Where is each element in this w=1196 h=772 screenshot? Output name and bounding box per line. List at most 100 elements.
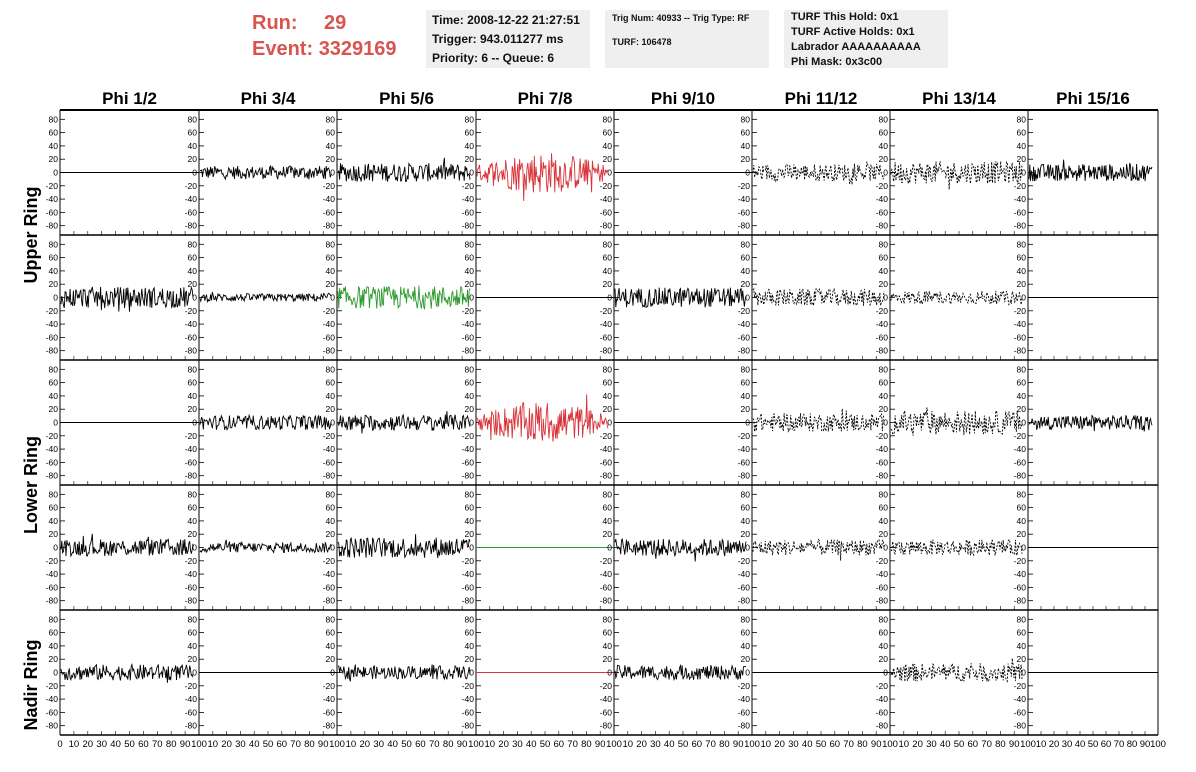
waveform-panel: 80 60 40 20 0 -20 -40 -60 -80 [46,609,199,736]
y-tick-label: 0 [745,418,750,428]
y-tick-label: -80 [323,721,336,731]
x-tick-label: 10 [485,739,496,750]
x-tick-label: 10 [761,739,772,750]
y-tick-label: 40 [1017,391,1027,401]
y-tick-label: -60 [323,707,336,717]
run-value: 29 [324,12,347,34]
column-label: Phi 13/14 [922,89,996,108]
y-tick-label: 0 [1021,168,1026,178]
y-tick-label: -40 [876,444,889,454]
y-tick-label: -60 [876,707,889,717]
y-tick-label: 80 [741,614,751,624]
y-tick-label: -20 [46,556,59,566]
y-tick-label: 20 [326,404,336,414]
y-tick-label: -80 [185,471,198,481]
x-tick-label: 60 [138,739,149,750]
y-tick-label: -40 [323,319,336,329]
waveform-panel: 80 60 40 20 0 -20 -40 -60 -80 [323,609,476,736]
x-tick-label: 100 [329,739,345,750]
x-tick-label: 30 [235,739,246,750]
x-tick-label: 80 [443,739,454,750]
y-tick-label: -20 [1014,681,1027,691]
y-tick-label: 0 [1021,668,1026,678]
column-label: Phi 11/12 [785,89,858,108]
trig-num-line: Trig Num: 40933 -- Trig Type: RF [612,13,750,23]
waveform-panel: 80 60 40 20 0 -20 -40 -60 -80 [185,484,337,610]
waveform-panel: 80 60 40 20 0 -20 -40 -60 -80 [738,359,890,485]
x-tick-label: 30 [96,739,107,750]
x-tick-label: 60 [1101,739,1112,750]
y-tick-label: 0 [883,293,888,303]
ring-label: Lower Ring [21,436,41,534]
y-tick-label: 20 [879,654,889,664]
y-tick-label: 20 [49,529,59,539]
waveform-panel: 80 60 40 20 0 -20 -40 -60 -80 [323,234,476,360]
y-tick-label: -40 [876,194,889,204]
y-tick-label: -20 [185,681,198,691]
y-tick-label: -20 [600,306,613,316]
y-tick-label: 60 [1017,378,1027,388]
x-tick-label: 70 [429,739,440,750]
waveform-trace [337,285,471,311]
waveform-panel: 80 60 40 20 0 -20 -40 -60 -80 [876,234,1028,360]
y-tick-label: -40 [600,569,613,579]
y-tick-label: -80 [1014,346,1027,356]
waveform-panel: 80 60 40 20 0 -20 -40 -60 -80 [462,109,614,235]
x-tick-label: 80 [304,739,315,750]
y-tick-label: 40 [1017,641,1027,651]
waveform-trace [199,291,332,304]
x-tick-label: 30 [512,739,523,750]
y-tick-label: 0 [469,293,474,303]
y-tick-label: 0 [469,543,474,553]
x-tick-label: 80 [857,739,868,750]
y-tick-label: 0 [745,168,750,178]
x-tick-label: 20 [498,739,509,750]
x-tick-label: 10 [623,739,634,750]
y-tick-label: -40 [323,694,336,704]
y-tick-label: -40 [185,319,198,329]
y-tick-label: -20 [876,181,889,191]
turf-hold-line: TURF This Hold: 0x1 [791,11,899,23]
y-tick-label: 80 [879,614,889,624]
y-tick-label: -80 [323,471,336,481]
y-tick-label: 20 [1017,279,1027,289]
y-tick-label: 20 [603,529,613,539]
x-tick-label: 20 [221,739,232,750]
y-tick-label: -60 [600,332,613,342]
y-tick-label: -80 [738,221,751,231]
x-tick-label: 100 [606,739,622,750]
y-tick-label: -20 [462,431,475,441]
y-tick-label: 80 [1017,239,1027,249]
y-tick-label: -40 [600,194,613,204]
x-tick-label: 80 [581,739,592,750]
y-tick-label: 40 [1017,266,1027,276]
y-tick-label: 0 [883,418,888,428]
x-tick-label: 80 [1127,739,1138,750]
x-tick-label: 50 [124,739,135,750]
y-tick-label: 40 [188,391,198,401]
y-tick-label: 0 [469,168,474,178]
y-tick-label: 80 [49,239,59,249]
y-tick-label: -20 [462,306,475,316]
y-tick-label: -20 [600,431,613,441]
x-tick-label: 30 [788,739,799,750]
y-tick-label: -60 [600,707,613,717]
y-tick-label: 80 [741,239,751,249]
y-tick-label: -60 [1014,582,1027,592]
y-tick-label: 40 [326,266,336,276]
y-tick-label: 80 [49,489,59,499]
x-tick-label: 90 [1140,739,1151,750]
y-tick-label: 20 [741,654,751,664]
waveform-panel: 80 60 40 20 0 -20 -40 -60 -80 [738,109,890,235]
x-tick-label: 60 [277,739,288,750]
waveform-panel: 80 60 40 20 0 -20 -40 -60 -80 [876,484,1028,610]
y-tick-label: 80 [326,239,336,249]
y-tick-label: -80 [185,221,198,231]
y-tick-label: -60 [185,707,198,717]
x-tick-label: 60 [554,739,565,750]
y-tick-label: 80 [188,239,198,249]
y-tick-label: 0 [745,543,750,553]
y-tick-label: 80 [49,114,59,124]
y-tick-label: -40 [185,444,198,454]
y-tick-label: 80 [1017,364,1027,374]
